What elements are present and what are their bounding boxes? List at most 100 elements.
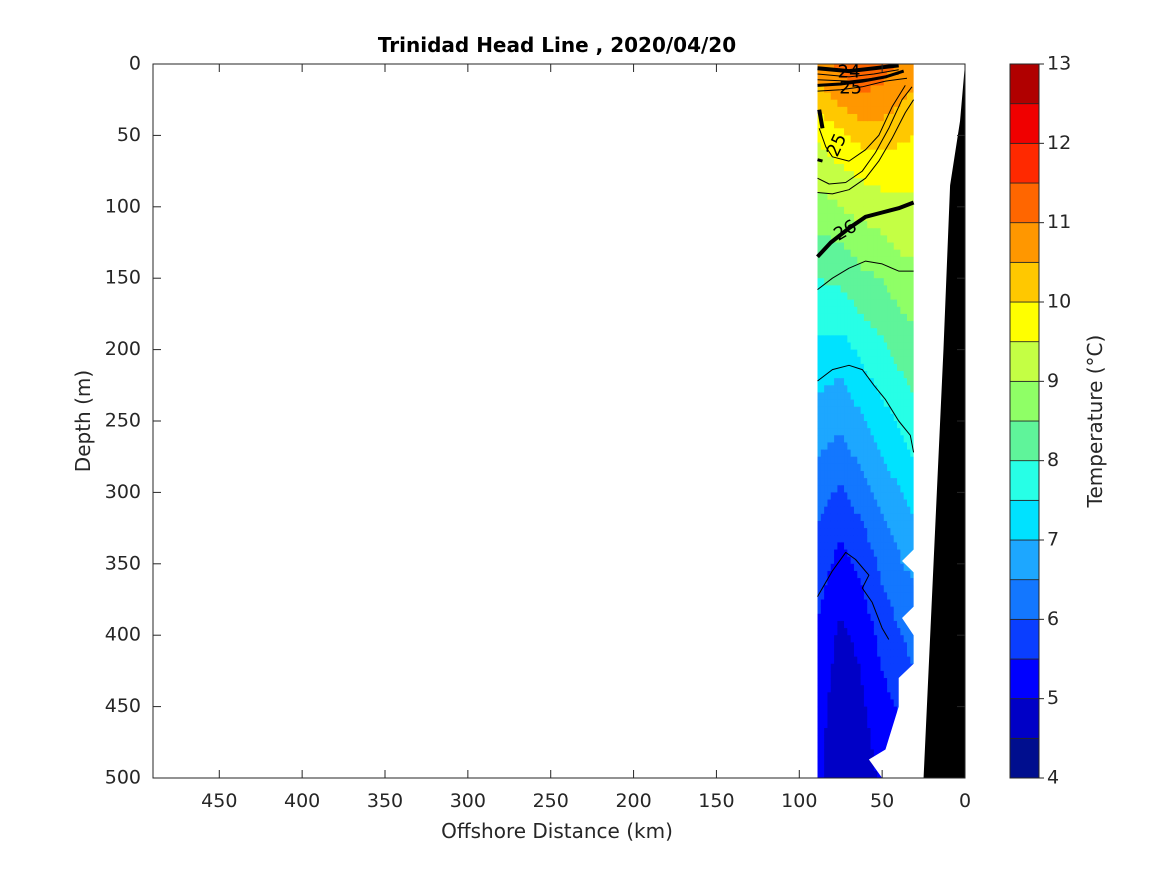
heat-cell [887,342,892,351]
heat-cell [897,178,901,186]
heat-cell [877,499,882,508]
heat-cell [853,435,858,444]
heat-cell [900,549,905,558]
heat-cell [830,728,835,736]
heat-cell [900,428,905,436]
heat-cell [844,328,848,336]
heat-cell [857,278,862,286]
heat-cell [824,678,829,686]
heat-cell [883,321,888,329]
heat-cell [880,670,885,679]
heat-cell [897,563,901,572]
heat-cell [844,656,848,665]
heat-cell [883,728,888,736]
heat-cell [883,628,888,636]
heat-cell [873,106,878,115]
heat-cell [883,128,888,136]
heat-cell [900,106,905,115]
heat-cell [873,342,878,351]
heat-cell [907,442,911,451]
heat-cell [850,713,855,722]
heat-cell [853,292,858,301]
heat-cell [820,299,825,308]
heat-cell [844,599,848,608]
heat-cell [844,99,848,108]
heat-cell [840,99,845,108]
heat-cell [867,499,872,508]
heat-cell [893,321,898,329]
heat-cell [890,149,895,158]
heat-cell [830,171,835,179]
heat-cell [850,85,855,94]
heat-cell [857,442,862,451]
heat-cell [867,770,872,778]
heat-cell [817,456,822,465]
heat-cell [870,356,875,365]
y-tick-label: 150 [105,267,141,289]
heat-cell [844,292,848,301]
heat-cell [890,385,895,394]
heat-cell [893,599,898,608]
heat-cell [877,556,882,565]
heat-cell [877,128,882,136]
heat-cell [870,535,875,543]
heat-cell [817,271,822,279]
heat-cell [844,685,848,693]
heat-cell [817,528,822,536]
heat-cell [893,692,898,701]
colorbar-swatch [1009,579,1040,620]
heat-cell [897,106,901,115]
heat-cell [873,663,878,672]
heat-cell [870,106,875,115]
heat-cell [860,85,865,94]
chart-title: Trinidad Head Line , 2020/04/20 [378,33,736,57]
heat-cell [893,121,898,129]
heat-cell [900,620,905,629]
heat-cell [857,256,862,265]
heat-cell [850,706,855,715]
heat-cell [824,656,829,665]
heat-cell [817,171,822,179]
heat-cell [824,756,829,765]
heat-cell [860,749,865,758]
heat-cell [840,485,845,493]
heat-cell [867,678,872,686]
heat-cell [860,271,865,279]
heat-cell [873,413,878,422]
heat-cell [847,378,852,386]
heat-cell [817,349,822,358]
heat-cell [827,635,832,643]
heat-cell [880,463,885,472]
heat-cell [867,271,872,279]
heat-cell [837,713,842,722]
heat-cell [850,285,855,294]
heat-cell [877,371,882,379]
heat-cell [910,463,915,472]
heat-cell [880,656,885,665]
heat-cell [890,163,895,172]
heat-cell [887,178,892,186]
heat-cell [830,528,835,536]
heat-cell [887,492,892,501]
heat-cell [824,99,829,108]
heat-cell [910,520,915,529]
heat-cell [824,770,829,778]
heat-cell [824,249,829,258]
heat-cell [824,670,829,679]
heat-cell [850,321,855,329]
heat-cell [887,528,892,536]
heat-cell [817,263,822,272]
heat-cell [837,449,842,458]
heat-cell [900,299,905,308]
heat-cell [824,335,829,344]
heat-cell [910,221,915,229]
heat-cell [847,328,852,336]
heat-cell [880,185,885,194]
heat-cell [867,206,872,215]
heat-cell [834,528,838,536]
heat-cell [850,492,855,501]
heat-cell [827,185,832,194]
heat-cell [834,135,838,144]
heat-cell [817,92,822,101]
heat-cell [867,242,872,251]
